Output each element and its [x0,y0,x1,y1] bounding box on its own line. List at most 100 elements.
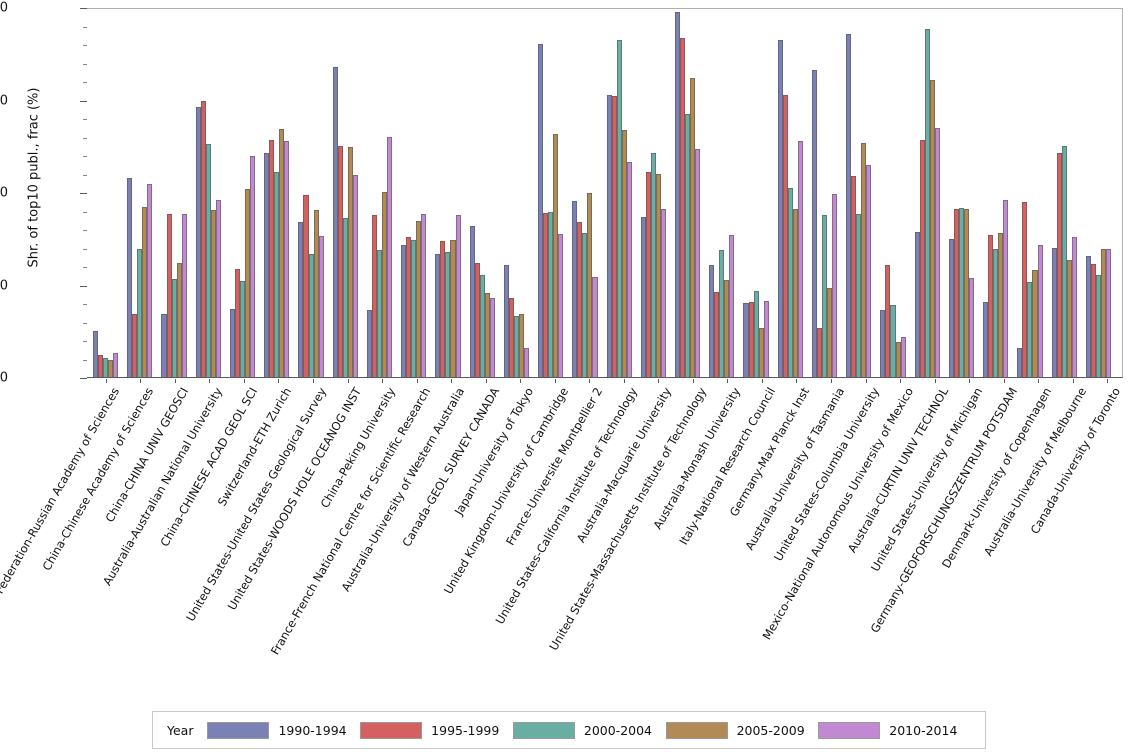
y-axis-minor-tick [83,26,87,28]
bar [347,147,353,377]
legend-entries: 1990-1994 1995-1999 2000-2004 2005-2009 2010… [207,721,971,739]
y-axis-minor-tick [83,359,87,361]
bar [127,178,133,377]
bar [988,235,994,377]
legend-color-swatch [207,721,270,739]
bar [435,253,441,377]
bar [205,144,211,377]
y-axis-minor-tick [83,322,87,324]
x-axis-tick-mark [934,379,936,383]
bar [640,216,646,377]
bar-group [948,9,983,377]
bar [342,217,348,377]
y-axis-tick-label: 40.0 [0,0,8,16]
legend-label: 2005-2009 [736,722,805,738]
bar [777,40,783,377]
legend-entry[interactable]: 1995-1999 [360,721,503,739]
legend-color-swatch [818,721,881,739]
y-axis-tick-label: 10.0 [0,278,8,293]
legend-entry[interactable]: 1990-1994 [207,721,350,739]
x-axis-tick-mark [485,379,487,383]
legend-label: 1990-1994 [278,722,347,738]
bar [548,212,554,377]
bar [993,249,999,377]
bar [792,208,798,377]
bar-group [674,9,709,377]
x-axis-tick-mark [796,379,798,383]
bar [308,253,314,377]
bar-group [983,9,1017,377]
bar [503,264,509,377]
bar-group [503,9,538,377]
bar [621,130,627,377]
bar-group [127,9,161,377]
x-axis-tick-mark [416,379,418,383]
bar [816,328,823,377]
x-axis-tick-mark [658,379,660,383]
legend-entry[interactable]: 2005-2009 [665,721,809,739]
bar [685,113,691,377]
legend-entry[interactable]: 2000-2004 [512,721,656,739]
bar [655,173,661,377]
x-axis-tick-mark [451,379,453,383]
bar [758,328,764,377]
x-axis-tick-mark [1003,379,1005,383]
bar [934,127,940,377]
bar [1090,263,1096,377]
bar [695,148,701,377]
bar-group [469,9,504,377]
bar [690,78,696,377]
bar-group [538,9,572,377]
legend-color-swatch [512,721,575,739]
bar [508,297,514,377]
bar [885,264,891,377]
bar [929,79,935,377]
bar [958,207,964,377]
bar [724,280,730,377]
x-axis-tick-mark [243,379,245,383]
bar [709,264,715,377]
bar [674,11,681,377]
y-axis-tick-label: 30.0 [0,93,8,108]
bar [787,188,793,377]
bar [376,250,383,377]
bar [469,226,475,377]
bar [998,233,1004,377]
bar-group [1017,9,1051,377]
bar [108,359,114,377]
bar [763,300,769,377]
x-axis-tick-mark [589,379,591,383]
bar-group [298,9,332,377]
y-axis-minor-tick [83,63,87,65]
bar-group [572,9,606,377]
x-axis-tick-mark [727,379,729,383]
bar [827,287,833,377]
bar [983,301,989,377]
bar [279,128,285,377]
bar [743,303,749,377]
bar [645,171,651,377]
legend-title: Year [167,722,194,738]
bar [103,357,109,377]
y-axis-tick-mark [80,100,87,102]
legend-entry[interactable]: 2010-2014 [818,721,961,739]
bar [948,239,954,377]
x-axis-tick-mark [347,379,349,383]
bar [445,251,451,377]
bar-group [332,9,367,377]
y-axis-minor-tick [83,230,87,231]
bar-group [93,9,127,377]
bar [210,210,216,377]
bar [332,66,338,377]
bar [1071,237,1077,377]
bar [132,314,138,377]
x-axis-tick-mark [865,379,867,383]
legend-label: 2000-2004 [583,722,653,738]
bar [195,107,201,377]
bar [919,139,925,377]
bar [337,146,343,377]
bar [924,29,930,377]
bar [387,136,393,377]
bar [489,297,495,377]
x-axis-tick-mark [969,379,971,383]
